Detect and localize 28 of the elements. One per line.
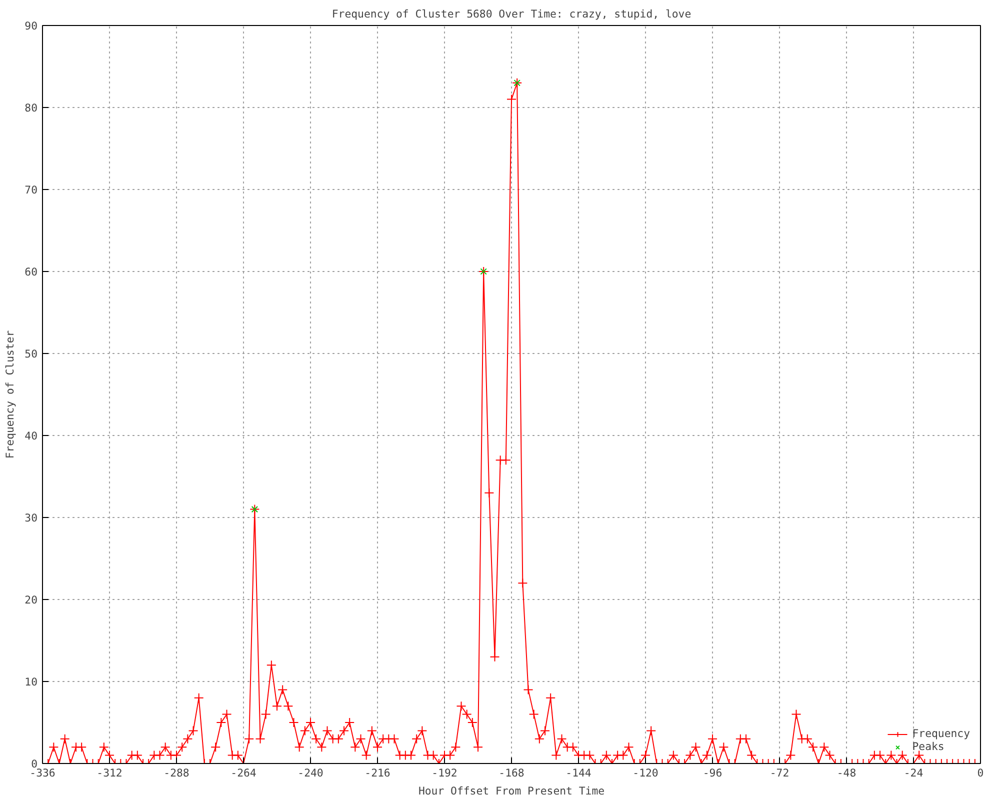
y-tick-label: 40 — [24, 430, 38, 442]
y-tick-label: 10 — [24, 676, 38, 688]
x-tick-label: -144 — [566, 766, 592, 780]
y-axis-title: Frequency of Cluster — [4, 330, 17, 459]
x-tick-label: -264 — [230, 766, 256, 780]
chart-title: Frequency of Cluster 5680 Over Time: crazy, stupid, love — [332, 8, 692, 20]
legend-label: Frequency — [912, 727, 970, 740]
y-tick-label: 60 — [24, 266, 38, 278]
x-tick-label: -72 — [770, 766, 790, 780]
x-axis-title: Hour Offset From Present Time — [418, 784, 605, 798]
x-tick-label: -312 — [96, 766, 122, 780]
x-tick-label: -192 — [432, 766, 458, 780]
y-tick-label: 30 — [24, 512, 38, 524]
x-tick-label: -240 — [298, 766, 324, 780]
y-tick-label: 80 — [24, 102, 38, 114]
x-tick-label: -48 — [836, 766, 856, 780]
x-tick-label: -288 — [164, 766, 190, 780]
y-tick-label: 70 — [24, 184, 38, 196]
y-tick-label: 50 — [24, 348, 38, 360]
legend-label: Peaks — [912, 740, 944, 753]
x-tick-label: -216 — [364, 766, 390, 780]
x-tick-label: 0 — [977, 766, 984, 780]
x-tick-label: -168 — [498, 766, 524, 780]
x-tick-label: -120 — [632, 766, 658, 780]
y-tick-label: 20 — [24, 594, 38, 606]
y-tick-label: 90 — [24, 20, 38, 32]
x-tick-label: -24 — [904, 766, 924, 780]
x-tick-label: -96 — [702, 766, 722, 780]
